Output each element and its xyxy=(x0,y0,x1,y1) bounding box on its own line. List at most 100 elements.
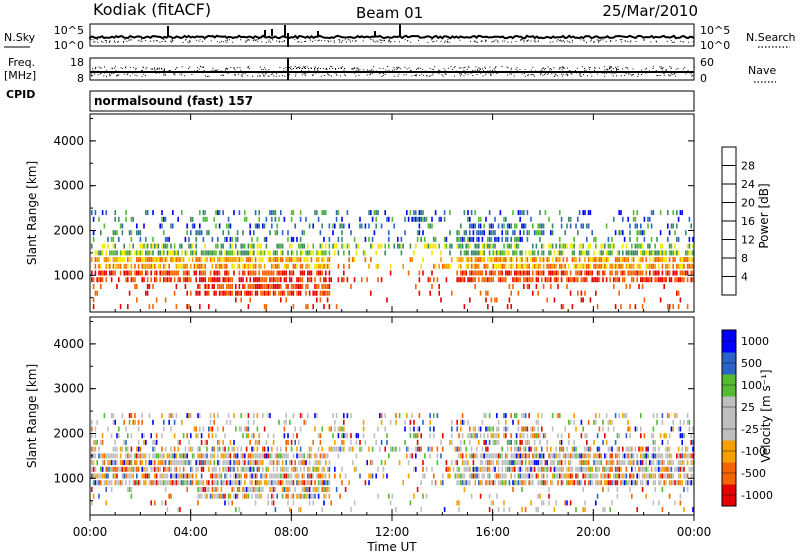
scatter-point xyxy=(413,250,415,256)
nsearch-dot xyxy=(418,39,420,41)
scatter-point xyxy=(609,263,611,269)
scatter-point xyxy=(303,243,305,249)
scatter-point xyxy=(586,446,588,452)
scatter-point xyxy=(596,270,599,276)
scatter-point xyxy=(469,473,471,479)
scatter-point xyxy=(490,257,493,263)
scatter-point xyxy=(321,507,323,513)
nave-dot xyxy=(181,66,183,68)
scatter-point xyxy=(553,263,556,269)
scatter-point xyxy=(303,270,305,276)
scatter-point xyxy=(582,297,584,303)
scatter-point xyxy=(409,257,412,263)
scatter-point xyxy=(263,480,266,486)
scatter-point xyxy=(319,270,322,276)
scatter-point xyxy=(569,473,572,479)
nsearch-dot xyxy=(387,40,389,42)
scatter-point xyxy=(627,453,629,459)
scatter-point xyxy=(208,487,210,492)
scatter-point xyxy=(164,500,167,506)
scatter-point xyxy=(211,284,214,289)
scatter-point xyxy=(325,263,327,269)
scatter-point xyxy=(256,473,259,479)
scatter-point xyxy=(127,277,129,283)
scatter-point xyxy=(668,413,671,419)
scatter-point xyxy=(643,466,646,472)
scatter-point xyxy=(587,223,590,229)
scatter-point xyxy=(614,230,617,236)
scatter-point xyxy=(233,460,235,466)
scatter-point xyxy=(172,210,174,216)
scatter-point xyxy=(116,460,118,466)
scatter-point xyxy=(456,460,458,466)
scatter-point xyxy=(672,480,674,486)
scatter-point xyxy=(92,216,95,222)
scatter-point xyxy=(186,480,188,486)
scatter-point xyxy=(136,446,138,452)
scatter-point xyxy=(596,304,599,310)
scatter-point xyxy=(370,257,372,263)
scatter-point xyxy=(265,480,268,486)
scatter-point xyxy=(145,466,147,472)
nave-dot xyxy=(97,70,99,72)
scatter-point xyxy=(141,453,143,459)
scatter-point xyxy=(254,270,257,276)
scatter-point xyxy=(224,493,226,499)
scatter-point xyxy=(96,419,98,425)
scatter-point xyxy=(659,466,662,472)
scatter-point xyxy=(470,210,473,216)
scatter-point xyxy=(100,284,102,289)
scatter-point xyxy=(582,243,584,249)
scatter-point xyxy=(602,426,604,432)
scatter-point xyxy=(186,453,188,459)
scatter-point xyxy=(175,263,178,269)
scatter-point xyxy=(150,466,152,472)
scatter-point xyxy=(631,453,633,459)
scatter-point xyxy=(276,284,278,289)
scatter-point xyxy=(146,466,149,472)
scatter-point xyxy=(112,453,115,459)
scatter-point xyxy=(305,460,307,466)
nave-dot xyxy=(583,74,584,76)
scatter-point xyxy=(577,230,579,236)
scatter-point xyxy=(577,216,579,222)
scatter-point xyxy=(595,413,597,419)
scatter-point xyxy=(177,250,179,256)
scatter-point xyxy=(460,453,462,459)
scatter-point xyxy=(155,439,158,445)
scatter-point xyxy=(285,257,287,263)
scatter-point xyxy=(308,493,311,499)
scatter-point xyxy=(224,433,226,439)
scatter-point xyxy=(659,297,662,303)
scatter-point xyxy=(546,480,548,486)
scatter-point xyxy=(647,216,649,222)
scatter-point xyxy=(541,500,543,506)
nave-dot xyxy=(513,72,515,74)
scatter-point xyxy=(605,466,608,472)
scatter-point xyxy=(685,480,687,486)
nsearch-dot xyxy=(629,41,631,43)
scatter-point xyxy=(209,250,212,256)
scatter-point xyxy=(323,487,325,492)
nsearch-dot xyxy=(339,41,341,43)
scatter-point xyxy=(492,243,494,249)
scatter-point xyxy=(469,243,471,249)
scatter-point xyxy=(557,473,559,479)
scatter-point xyxy=(422,216,424,222)
scatter-point xyxy=(528,480,530,486)
scatter-point xyxy=(308,263,311,269)
scatter-point xyxy=(323,466,325,472)
scatter-point xyxy=(411,216,413,222)
scatter-point xyxy=(375,250,377,256)
nave-dot xyxy=(639,71,641,73)
nave-dot xyxy=(227,68,229,70)
scatter-point xyxy=(645,446,647,452)
scatter-point xyxy=(676,250,678,256)
nave-dot xyxy=(403,74,405,76)
scatter-point xyxy=(319,230,322,236)
scatter-point xyxy=(227,493,230,499)
scatter-point xyxy=(497,439,500,445)
scatter-point xyxy=(469,257,471,263)
scatter-point xyxy=(254,473,257,479)
scatter-point xyxy=(197,460,199,466)
